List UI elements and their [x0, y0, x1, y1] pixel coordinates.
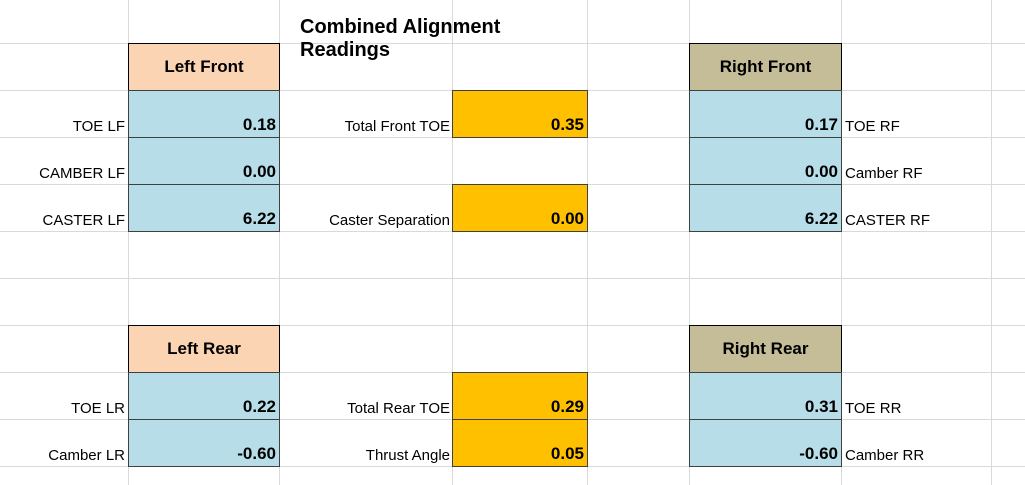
- gridline-col: [689, 0, 690, 485]
- total-rear-toe-label[interactable]: Total Rear TOE: [347, 400, 450, 417]
- thrust-angle-label[interactable]: Thrust Angle: [365, 447, 450, 464]
- toe-lr-value: 0.22: [242, 397, 276, 416]
- toe-rr-cell[interactable]: 0.31: [689, 372, 842, 420]
- thrust-angle-value: 0.05: [550, 444, 584, 463]
- camber-rf-value: 0.00: [804, 162, 838, 181]
- gridline-col: [841, 0, 842, 485]
- toe-lf-label[interactable]: TOE LF: [72, 118, 125, 135]
- total-rear-toe-cell[interactable]: 0.29: [452, 372, 588, 420]
- camber-lr-value: -0.60: [237, 444, 276, 463]
- caster-rf-label[interactable]: CASTER RF: [845, 212, 931, 229]
- caster-rf-cell[interactable]: 6.22: [689, 184, 842, 232]
- gridline-col: [128, 0, 129, 485]
- thrust-angle-cell[interactable]: 0.05: [452, 419, 588, 467]
- left-rear-header[interactable]: Left Rear: [128, 325, 280, 373]
- toe-lf-value: 0.18: [242, 115, 276, 134]
- caster-separation-cell[interactable]: 0.00: [452, 184, 588, 232]
- gridline-col: [587, 0, 588, 485]
- camber-rf-cell[interactable]: 0.00: [689, 137, 842, 185]
- toe-rr-value: 0.31: [804, 397, 838, 416]
- camber-lr-cell[interactable]: -0.60: [128, 419, 280, 467]
- caster-separation-value: 0.00: [550, 209, 584, 228]
- toe-lf-cell[interactable]: 0.18: [128, 90, 280, 138]
- caster-lf-value: 6.22: [242, 209, 276, 228]
- right-rear-header[interactable]: Right Rear: [689, 325, 842, 373]
- caster-lf-cell[interactable]: 6.22: [128, 184, 280, 232]
- toe-rf-cell[interactable]: 0.17: [689, 90, 842, 138]
- toe-rr-label[interactable]: TOE RR: [845, 400, 902, 417]
- total-front-toe-label[interactable]: Total Front TOE: [344, 118, 450, 135]
- caster-rf-value: 6.22: [804, 209, 838, 228]
- camber-rr-label[interactable]: Camber RR: [845, 447, 925, 464]
- toe-lr-label[interactable]: TOE LR: [71, 400, 125, 417]
- sheet-title[interactable]: Combined Alignment Readings: [300, 16, 501, 61]
- toe-rf-value: 0.17: [804, 115, 838, 134]
- total-front-toe-cell[interactable]: 0.35: [452, 90, 588, 138]
- total-front-toe-value: 0.35: [550, 115, 584, 134]
- camber-rf-label[interactable]: Camber RF: [845, 165, 923, 182]
- camber-rr-cell[interactable]: -0.60: [689, 419, 842, 467]
- caster-lf-label[interactable]: CASTER LF: [42, 212, 125, 229]
- camber-lf-cell[interactable]: 0.00: [128, 137, 280, 185]
- camber-lf-value: 0.00: [242, 162, 276, 181]
- left-front-header[interactable]: Left Front: [128, 43, 280, 91]
- right-front-header[interactable]: Right Front: [689, 43, 842, 91]
- total-rear-toe-value: 0.29: [550, 397, 584, 416]
- camber-lf-label[interactable]: CAMBER LF: [39, 165, 125, 182]
- gridline-row: [0, 325, 1025, 326]
- toe-lr-cell[interactable]: 0.22: [128, 372, 280, 420]
- gridline-col: [279, 0, 280, 485]
- caster-separation-label[interactable]: Caster Separation: [329, 212, 450, 229]
- gridline-col: [991, 0, 992, 485]
- gridline-col: [452, 0, 453, 485]
- gridline-row: [0, 278, 1025, 279]
- toe-rf-label[interactable]: TOE RF: [845, 118, 900, 135]
- camber-lr-label[interactable]: Camber LR: [48, 447, 125, 464]
- camber-rr-value: -0.60: [799, 444, 838, 463]
- gridline-row: [0, 43, 1025, 44]
